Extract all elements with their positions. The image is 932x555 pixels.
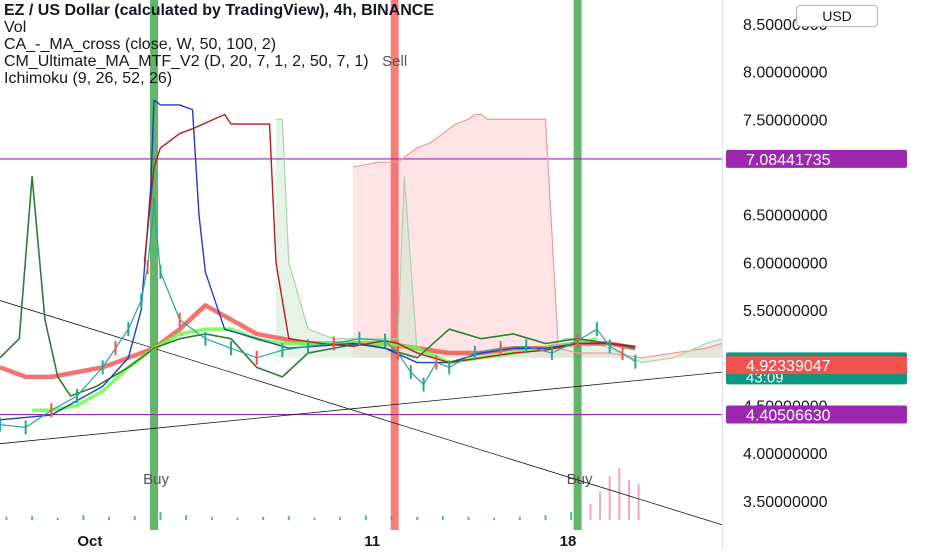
y-tick-label: 4.00000000 — [743, 446, 828, 463]
volume-bar — [493, 517, 496, 520]
y-tick-label: 7.50000000 — [743, 112, 828, 129]
chart-legend: EZ / US Dollar (calculated by TradingVie… — [4, 2, 726, 87]
signal-band-2 — [573, 0, 582, 530]
volume-bar — [544, 515, 547, 520]
legend-line-ichimoku[interactable]: Ichimoku (9, 26, 52, 26) — [4, 70, 173, 87]
series-close — [0, 204, 636, 429]
volume-bar — [441, 516, 444, 520]
volume-bar — [599, 492, 602, 520]
volume-bar — [627, 480, 630, 520]
volume-bar — [236, 517, 239, 520]
x-tick-label: 11 — [364, 533, 380, 550]
volume-bar — [56, 517, 59, 520]
ichimoku-cloud-bullish — [275, 119, 722, 363]
volume-bar — [637, 484, 640, 520]
volume-bar — [108, 516, 111, 520]
legend-title[interactable]: EZ / US Dollar (calculated by TradingVie… — [4, 2, 435, 19]
signal-band-1 — [390, 0, 399, 530]
ichimoku-cloud-bearish — [352, 114, 722, 358]
x-tick-label: Oct — [77, 533, 102, 550]
volume-bar — [339, 516, 342, 520]
volume-bar — [313, 517, 316, 520]
legend-line-volume[interactable]: Vol — [4, 19, 27, 36]
legend-line-ma-cross[interactable]: CA_-_MA_cross (close, W, 50, 100, 2) — [4, 36, 277, 53]
signal-band-0 — [150, 0, 159, 530]
volume-bar — [518, 516, 521, 520]
volume-bar — [589, 504, 592, 520]
volume-bar — [262, 516, 265, 520]
y-tick-label: 6.50000000 — [743, 208, 828, 225]
price-tag-text-2: 4.92339047 — [746, 358, 831, 375]
price-tag-text-3: 4.40506630 — [746, 408, 831, 425]
trendline-resistance — [0, 300, 723, 526]
signal-label-1: Sell — [382, 53, 407, 70]
volume-bar — [210, 516, 213, 520]
y-tick-label: 3.50000000 — [743, 494, 828, 511]
volume-bar — [416, 516, 419, 520]
volume-bar — [5, 516, 8, 520]
price-tag-0 — [726, 149, 907, 168]
volume-bar — [82, 515, 85, 520]
signal-label-0: Buy — [143, 471, 169, 488]
price-tag-2 — [726, 356, 907, 375]
volume-bar — [570, 512, 573, 520]
series-ma-trend — [0, 175, 636, 397]
currency-button[interactable]: USD — [796, 5, 878, 27]
volume-bar — [608, 476, 611, 520]
series-ma-slow — [143, 113, 636, 364]
volume-bar — [133, 516, 136, 520]
signal-label-2: Buy — [567, 471, 593, 488]
price-axis-separator — [722, 0, 723, 550]
volume-bar — [618, 468, 621, 520]
volume-bar — [185, 515, 188, 520]
price-tag-3 — [726, 405, 907, 424]
x-tick-label: 18 — [560, 533, 577, 550]
volume-bar — [364, 515, 367, 520]
volume-bar — [467, 516, 470, 520]
series-cloud-span-a — [352, 113, 723, 359]
volume-bar — [31, 516, 34, 520]
legend-line-ultimate-ma[interactable]: CM_Ultimate_MA_MTF_V2 (D, 20, 7, 1, 2, 5… — [4, 53, 369, 70]
series-ma-fast — [0, 99, 636, 421]
price-tag-text-0: 7.08441735 — [746, 152, 831, 169]
volume-bar — [159, 512, 162, 520]
y-tick-label: 5.50000000 — [743, 303, 828, 320]
volume-bar — [287, 516, 290, 520]
y-tick-label: 6.00000000 — [743, 255, 828, 272]
trendline-support — [0, 371, 723, 445]
y-tick-label: 8.00000000 — [743, 65, 828, 82]
